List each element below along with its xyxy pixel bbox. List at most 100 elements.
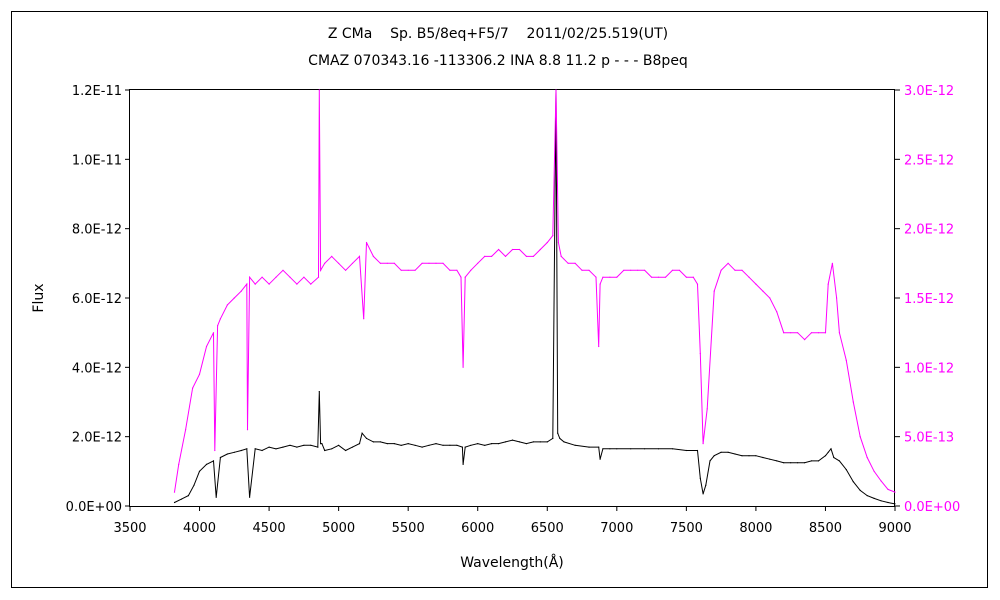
point-magenta: [282, 269, 284, 271]
point-magenta: [602, 276, 604, 278]
point-magenta: [254, 283, 256, 285]
point-magenta: [859, 436, 861, 438]
point-black: [246, 448, 248, 450]
y-left-tick-label: 2.0E-12: [72, 431, 122, 446]
point-magenta: [887, 488, 889, 490]
point-magenta: [525, 255, 528, 257]
point-magenta: [769, 297, 771, 299]
point-magenta: [894, 491, 896, 493]
series-line-black: [174, 89, 896, 505]
point-black: [797, 462, 799, 464]
point-magenta: [713, 290, 715, 292]
x-tick-label: 5500: [392, 521, 425, 536]
y-right-tick-label: 0.0E+00: [904, 500, 960, 515]
point-black: [215, 496, 217, 498]
point-magenta: [351, 262, 354, 264]
point-black: [559, 437, 561, 439]
point-black: [734, 453, 736, 455]
outer-border: [11, 11, 988, 588]
y-left-tick-label: 1.2E-11: [72, 84, 122, 99]
x-tick-label: 4500: [253, 521, 286, 536]
point-black: [491, 443, 493, 445]
point-black: [532, 441, 535, 443]
point-black: [748, 455, 750, 457]
point-black: [671, 448, 674, 450]
point-magenta: [720, 269, 722, 271]
point-magenta: [866, 456, 868, 459]
point-magenta: [588, 269, 590, 271]
point-magenta: [379, 262, 381, 264]
point-magenta: [804, 339, 806, 341]
point-magenta: [317, 276, 320, 278]
point-black: [233, 451, 235, 453]
point-magenta: [240, 290, 242, 292]
point-magenta: [462, 366, 464, 368]
x-axis: 3500 4000 4500 5000 5500 6000 6500 7000 7500 8000…: [113, 506, 912, 536]
point-black: [470, 444, 472, 446]
point-magenta: [671, 269, 674, 271]
point-magenta: [460, 276, 462, 278]
point-magenta: [268, 283, 270, 285]
point-black: [317, 446, 319, 448]
point-magenta: [400, 269, 402, 271]
point-magenta: [539, 248, 541, 251]
point-magenta: [511, 248, 514, 251]
point-magenta: [630, 269, 632, 271]
y-axis-label: Flux: [31, 283, 47, 312]
point-black: [699, 477, 701, 479]
point-magenta: [546, 241, 548, 244]
point-magenta: [824, 332, 827, 334]
point-magenta: [435, 262, 437, 264]
point-black: [817, 460, 820, 462]
point-black: [609, 448, 611, 450]
point-black: [320, 443, 322, 445]
point-magenta: [696, 283, 699, 285]
point-black: [644, 448, 646, 450]
point-magenta: [338, 262, 340, 264]
point-black: [477, 443, 479, 445]
point-black: [616, 448, 618, 450]
y-left-tick-label: 8.0E-12: [72, 223, 122, 238]
point-black: [400, 444, 402, 446]
point-black: [351, 446, 354, 448]
point-magenta: [598, 345, 600, 348]
point-magenta: [616, 276, 618, 278]
point-black: [762, 456, 764, 459]
point-black: [557, 432, 559, 434]
point-magenta: [692, 276, 694, 278]
y-left-tick-label: 6.0E-12: [72, 292, 122, 307]
point-magenta: [678, 269, 681, 271]
x-tick-label: 7000: [600, 521, 633, 536]
point-black: [462, 463, 464, 465]
point-black: [321, 443, 323, 445]
point-black: [657, 448, 660, 450]
point-black: [464, 446, 466, 448]
point-magenta: [880, 480, 882, 482]
point-magenta: [310, 283, 312, 285]
point-black: [249, 496, 251, 498]
point-black: [226, 453, 228, 455]
point-magenta: [249, 276, 251, 278]
point-black: [461, 446, 463, 448]
point-magenta: [372, 255, 374, 257]
point-black: [602, 448, 604, 450]
point-black: [727, 451, 729, 453]
point-magenta: [261, 276, 263, 278]
y-right-tick-label: 2.0E-12: [904, 223, 954, 238]
point-black: [830, 448, 832, 450]
point-magenta: [651, 276, 653, 278]
point-magenta: [685, 276, 688, 278]
point-magenta: [226, 304, 228, 306]
point-magenta: [790, 332, 792, 334]
point-black: [702, 493, 704, 495]
point-black: [180, 498, 183, 500]
point-black: [525, 443, 528, 445]
y-right-tick-label: 2.5E-12: [904, 153, 954, 168]
point-magenta: [664, 276, 667, 278]
point-magenta: [393, 262, 395, 264]
point-black: [709, 460, 711, 462]
point-magenta: [560, 255, 562, 257]
point-black: [845, 469, 847, 471]
point-black: [824, 455, 827, 457]
point-black: [268, 446, 270, 448]
